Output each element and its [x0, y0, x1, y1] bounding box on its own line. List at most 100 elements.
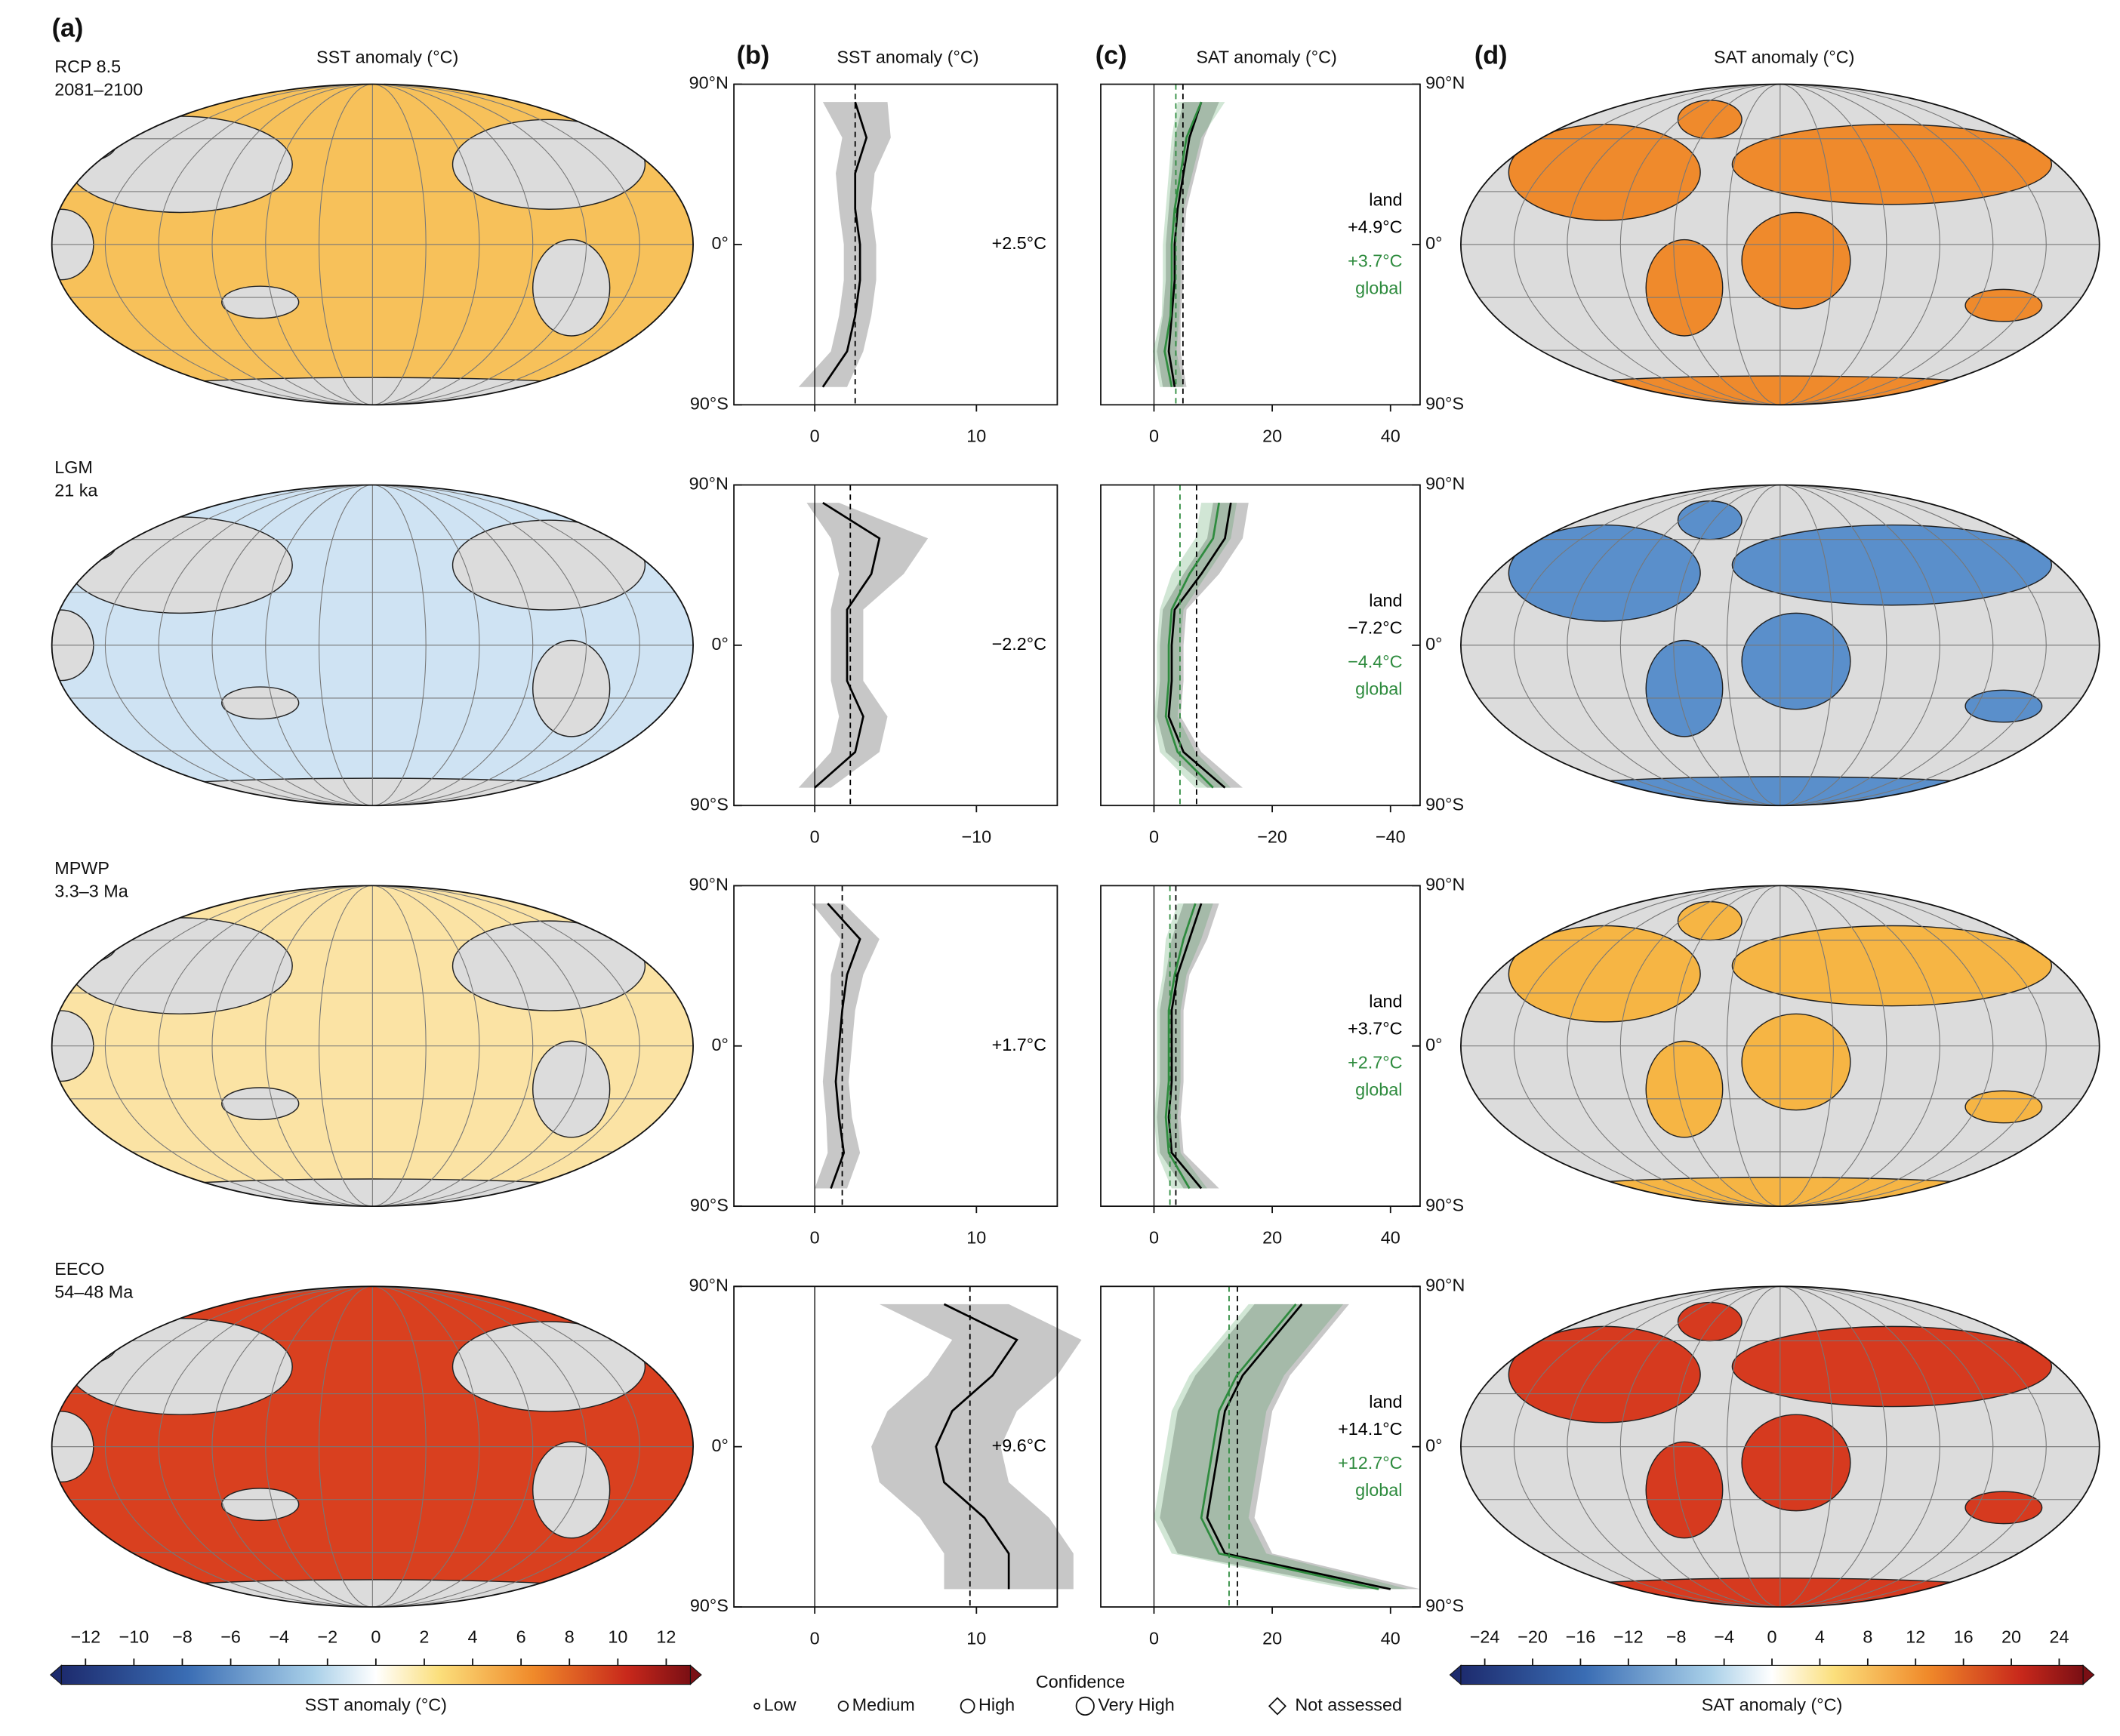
- x-tick-label: 0: [1149, 827, 1159, 847]
- y-tick-label: 0°: [712, 1436, 729, 1455]
- spread-band: [798, 102, 891, 387]
- y-tick-label: 90°N: [689, 1275, 729, 1294]
- x-tick-label: 40: [1381, 1227, 1400, 1247]
- y-tick-label: 90°S: [690, 794, 729, 814]
- series-name: land: [1369, 590, 1402, 610]
- continent: [1741, 1013, 1851, 1111]
- colorbar-end: [50, 1664, 62, 1685]
- continent: [1645, 1441, 1724, 1539]
- x-tick-label: 40: [1381, 1628, 1400, 1648]
- y-tick-label: 90°S: [690, 393, 729, 413]
- x-tick-label: −40: [1376, 827, 1406, 847]
- mean-label: −4.4°C: [1348, 651, 1402, 671]
- legend-label: Not assessed: [1295, 1695, 1402, 1715]
- continent: [532, 639, 611, 737]
- colorbar-tick-label: −8: [172, 1627, 193, 1647]
- series-name: land: [1369, 190, 1402, 210]
- map-outline: [51, 83, 694, 406]
- series-name: global: [1355, 279, 1402, 298]
- legend-label: Medium: [852, 1695, 915, 1715]
- x-tick-label: −20: [1257, 827, 1287, 847]
- map: [51, 84, 694, 405]
- colorbar-tick-label: 2: [419, 1627, 429, 1647]
- mean-label: +2.5°C: [992, 233, 1046, 253]
- mean-label: +12.7°C: [1338, 1453, 1402, 1473]
- profile-line: [1167, 101, 1203, 387]
- panel-header: SST anomaly (°C): [316, 48, 458, 67]
- continent: [532, 1441, 611, 1539]
- colorbar-tick-label: 8: [565, 1627, 575, 1647]
- panel-label: (b): [737, 42, 770, 70]
- y-tick-label: 90°N: [1425, 1275, 1465, 1294]
- x-tick-label: 10: [966, 1628, 986, 1648]
- continent: [1677, 900, 1743, 941]
- profile-line: [1164, 502, 1220, 789]
- y-tick-label: 90°S: [1425, 1596, 1464, 1615]
- continent: [221, 1087, 300, 1121]
- legend-symbol: [960, 1698, 975, 1714]
- map: [1460, 1286, 2100, 1608]
- profile-line: [827, 903, 861, 1189]
- continent: [451, 920, 646, 1011]
- colorbar-tick-label: −12: [1613, 1627, 1644, 1647]
- profile-line: [935, 1303, 1018, 1590]
- legend-label: Low: [764, 1695, 797, 1715]
- continent: [1741, 612, 1851, 710]
- series-name: land: [1369, 1392, 1402, 1411]
- mean-label: +3.7°C: [1348, 1018, 1402, 1038]
- mean-label: −7.2°C: [1348, 617, 1402, 637]
- x-tick-label: 0: [1149, 1227, 1159, 1247]
- continent: [532, 1040, 611, 1138]
- map-outline: [1460, 1285, 2100, 1608]
- continent: [67, 917, 293, 1015]
- colorbar-tick-label: −2: [317, 1627, 337, 1647]
- colorbar-tick-label: 24: [2049, 1627, 2069, 1647]
- mean-label: +3.7°C: [1348, 251, 1402, 271]
- colorbar: [60, 1664, 692, 1685]
- series-name: land: [1369, 991, 1402, 1011]
- continent: [67, 115, 293, 214]
- y-tick-label: 90°N: [1425, 474, 1465, 494]
- map: [1460, 84, 2100, 405]
- colorbar-tick-label: −4: [269, 1627, 289, 1647]
- colorbar-tick-label: 16: [1954, 1627, 1974, 1647]
- colorbar-tick-label: 12: [1906, 1627, 1925, 1647]
- profile-line: [1206, 1304, 1391, 1590]
- x-tick-label: 40: [1381, 426, 1400, 446]
- legend-symbol: [753, 1702, 761, 1710]
- map: [1460, 885, 2100, 1207]
- map: [1460, 485, 2100, 806]
- continent: [1731, 524, 2053, 606]
- colorbar-tick-label: 4: [468, 1627, 478, 1647]
- spread-band: [798, 503, 929, 788]
- y-tick-label: 90°N: [689, 73, 729, 93]
- panel-label: (d): [1474, 42, 1508, 70]
- spread-band: [811, 903, 880, 1189]
- colorbar-end: [2082, 1664, 2095, 1685]
- series-name: global: [1355, 1480, 1402, 1500]
- colorbar-tick-label: 8: [1863, 1627, 1872, 1647]
- period-range: 3.3–3 Ma: [54, 882, 128, 901]
- continent: [1645, 639, 1724, 737]
- period-range: 2081–2100: [54, 80, 143, 100]
- map-outline: [51, 885, 694, 1208]
- map-outline: [1460, 83, 2100, 406]
- colorbar-tick-label: −10: [119, 1627, 149, 1647]
- continent: [451, 1321, 646, 1412]
- period-name: RCP 8.5: [54, 57, 121, 76]
- x-tick-label: 20: [1262, 1227, 1282, 1247]
- legend-symbol: [1268, 1697, 1287, 1716]
- map-outline: [51, 1285, 694, 1608]
- y-tick-label: 90°N: [1425, 875, 1465, 894]
- y-tick-label: 0°: [1425, 634, 1442, 654]
- spread-band: [871, 1304, 1082, 1590]
- colorbar-tick-label: −6: [220, 1627, 241, 1647]
- y-tick-label: 90°N: [689, 474, 729, 494]
- colorbar-end: [1449, 1664, 1462, 1685]
- profile-line: [1200, 1304, 1379, 1590]
- legend-title: Confidence: [1036, 1672, 1125, 1691]
- colorbar-label: SST anomaly (°C): [305, 1695, 447, 1715]
- mean-label: +14.1°C: [1338, 1419, 1402, 1439]
